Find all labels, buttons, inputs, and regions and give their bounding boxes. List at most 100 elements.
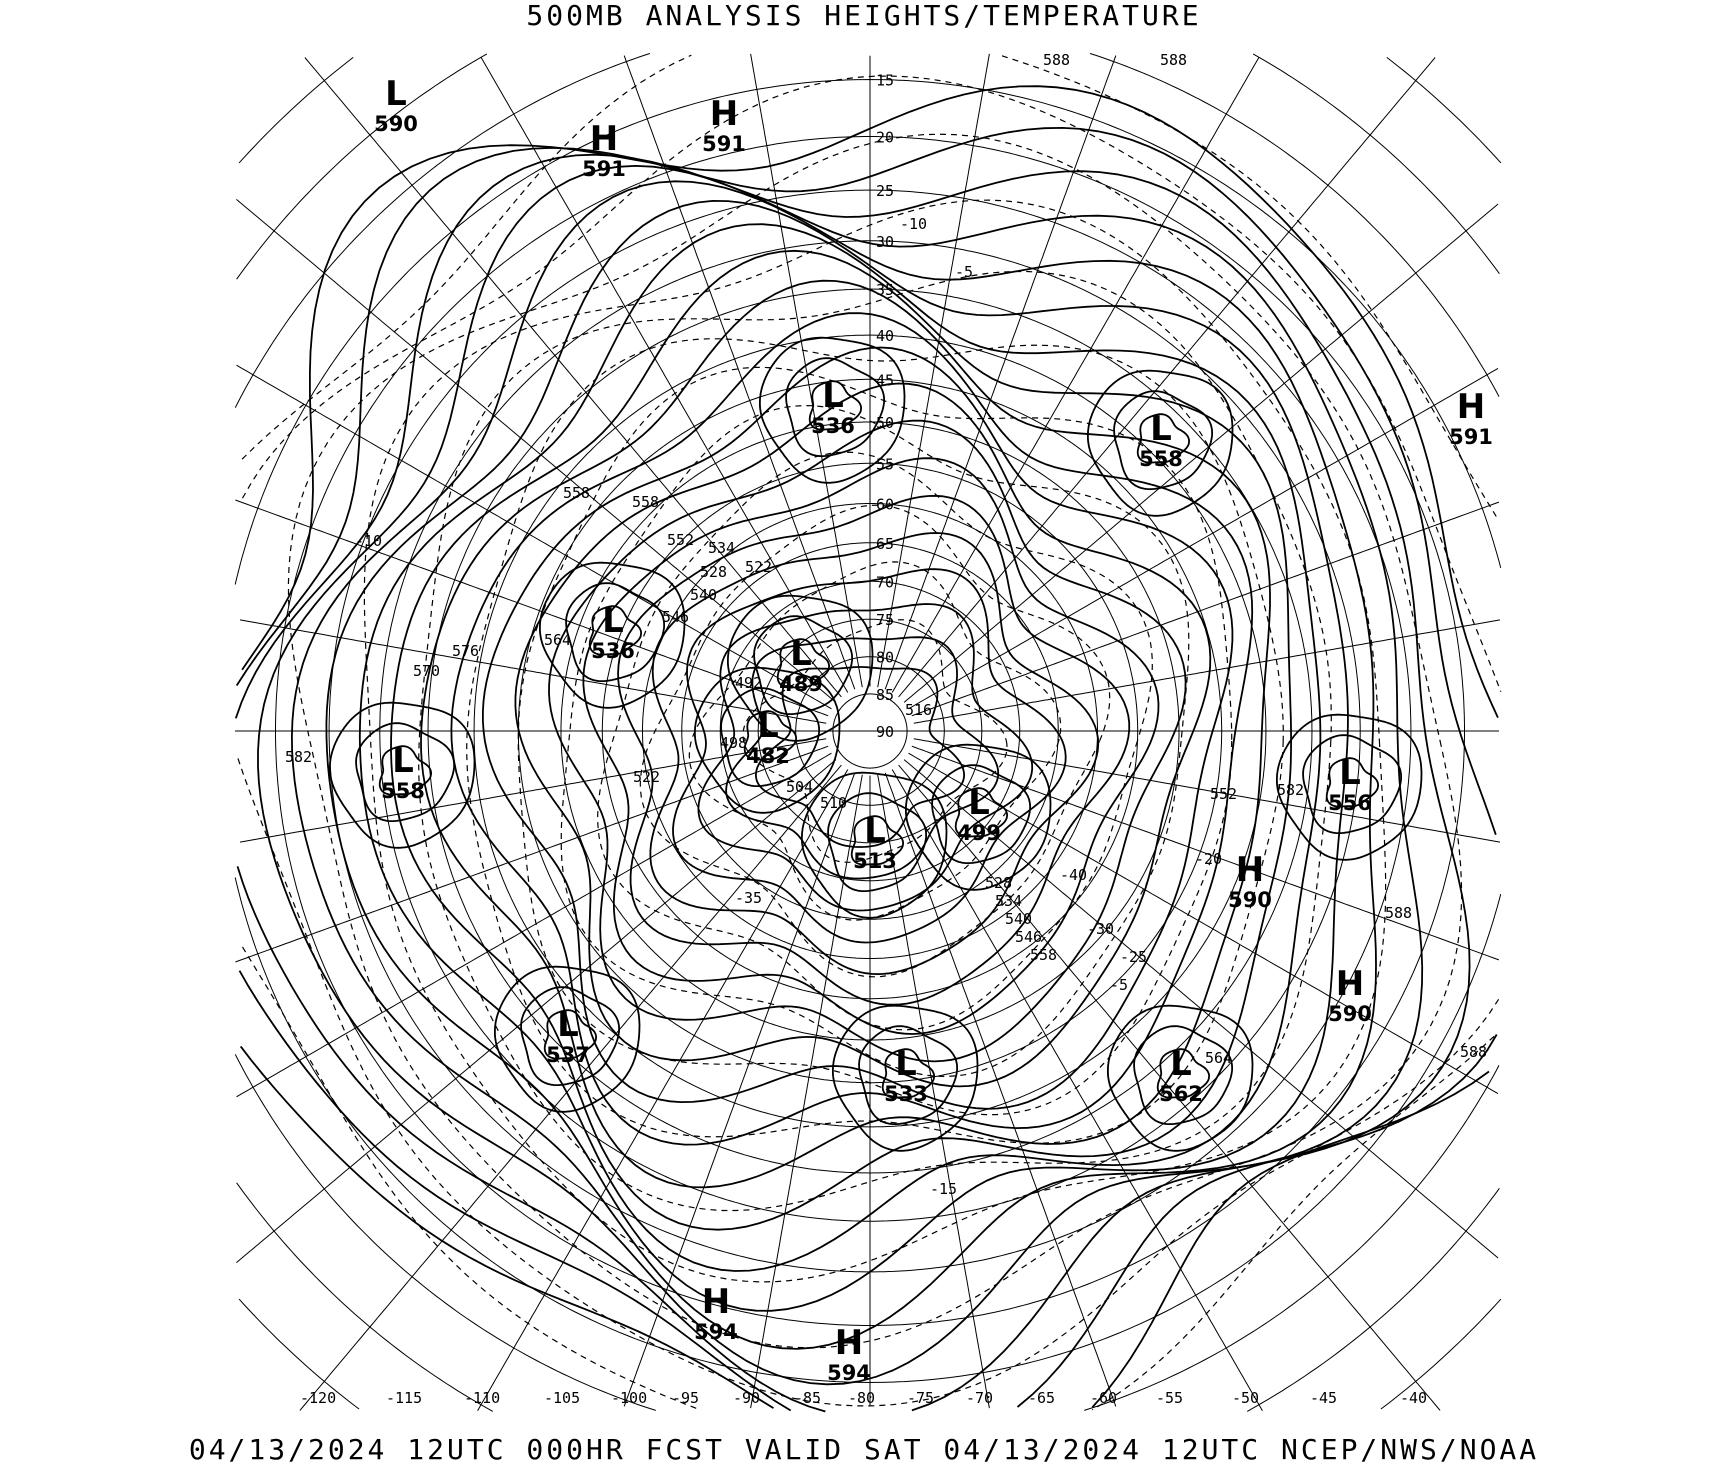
closed-low-contour xyxy=(881,1048,935,1099)
height-contour xyxy=(358,223,1322,1272)
latitude-circle xyxy=(234,78,1502,1384)
meridian-line xyxy=(908,367,1499,710)
contour-label: 588 xyxy=(1385,904,1412,922)
center-type-label: L xyxy=(790,634,812,674)
closed-low-contour xyxy=(727,594,874,742)
center-height-value: 556 xyxy=(1328,791,1372,815)
closed-low-contour xyxy=(588,605,642,656)
height-contour xyxy=(390,249,1293,1231)
contour-label: -35 xyxy=(735,889,762,907)
height-contour xyxy=(697,603,1034,912)
closed-low-contour xyxy=(759,336,906,484)
longitude-label: -100 xyxy=(611,1389,647,1407)
meridian-line xyxy=(898,57,1436,698)
height-contour xyxy=(754,666,966,848)
longitude-label: -55 xyxy=(1156,1389,1183,1407)
height-contour xyxy=(548,419,1187,1063)
closed-low-contour xyxy=(850,815,904,866)
height-contour xyxy=(672,568,1067,944)
latitude-label: 45 xyxy=(876,371,894,389)
contour-label: 546 xyxy=(662,608,689,626)
contour-label: -5 xyxy=(1110,976,1128,994)
center-height-value: 536 xyxy=(591,639,635,663)
height-contour xyxy=(514,382,1212,1088)
meridian-line xyxy=(903,759,1499,1259)
center-type-label: L xyxy=(1339,753,1361,793)
longitude-label: -85 xyxy=(794,1389,821,1407)
center-type-label: L xyxy=(757,706,779,746)
meridian-line xyxy=(480,57,849,693)
center-height-value: 591 xyxy=(1449,425,1493,449)
center-height-value: 590 xyxy=(1228,888,1272,912)
contour-label: 546 xyxy=(1015,928,1042,946)
center-height-value: 558 xyxy=(381,779,425,803)
center-height-value: 482 xyxy=(746,744,790,768)
closed-low-contour xyxy=(931,764,1031,864)
center-height-value: 513 xyxy=(853,849,897,873)
closed-low-contour xyxy=(1325,757,1379,808)
height-contour xyxy=(420,279,1271,1189)
contour-label: 558 xyxy=(563,484,590,502)
isotherm xyxy=(688,561,1062,921)
contour-label: 492 xyxy=(735,674,762,692)
center-height-value: 537 xyxy=(546,1043,590,1067)
center-height-value: 591 xyxy=(582,157,626,181)
contour-label: 510 xyxy=(820,794,847,812)
contour-label: 540 xyxy=(1005,910,1032,928)
contour-label: 564 xyxy=(1205,1049,1232,1067)
meridian-line xyxy=(884,55,1117,690)
contour-label: 504 xyxy=(786,778,813,796)
latitude-label: 25 xyxy=(876,182,894,200)
isotherm xyxy=(363,199,1387,1283)
center-type-label: L xyxy=(1170,1044,1192,1084)
closed-low-contour xyxy=(776,638,830,689)
longitude-label: -105 xyxy=(544,1389,580,1407)
meridian-line xyxy=(908,752,1499,1095)
latitude-circle xyxy=(234,53,1500,1411)
latitude-label: 30 xyxy=(876,233,894,251)
isotherm xyxy=(418,270,1332,1212)
isotherm xyxy=(287,133,1463,1349)
contour-label: -10 xyxy=(900,215,927,233)
closed-low-contour xyxy=(1107,1004,1254,1152)
meridian-line xyxy=(304,57,842,698)
meridian-line xyxy=(236,752,832,1098)
closed-low-contour xyxy=(1087,369,1234,517)
meridian-line xyxy=(239,738,827,843)
longitude-label: -90 xyxy=(733,1389,760,1407)
latitude-label: 70 xyxy=(876,573,894,591)
closed-low-contour xyxy=(1133,1025,1233,1125)
contour-label: 528 xyxy=(700,563,727,581)
isotherm xyxy=(560,404,1190,1078)
height-contour xyxy=(725,636,1000,880)
contour-label: 516 xyxy=(905,701,932,719)
center-height-value: 590 xyxy=(374,112,418,136)
longitude-label: -95 xyxy=(672,1389,699,1407)
center-height-value: 536 xyxy=(811,414,855,438)
longitude-labels: -120 -115 -110 -105 -100 -95 -90 -85 -80 -75 -70 -6… xyxy=(300,1389,1427,1407)
isotherm xyxy=(466,338,1284,1144)
center-height-value: 594 xyxy=(694,1320,738,1344)
closed-low-contour xyxy=(694,666,841,814)
latitude-label: 60 xyxy=(876,496,894,514)
center-type-label: H xyxy=(702,1282,730,1322)
center-type-label: L xyxy=(968,783,990,823)
valid-time-footer: 04/13/2024 12UTC 000HR FCST VALID SAT 04… xyxy=(188,1433,1540,1466)
meridian-line xyxy=(750,53,863,688)
closed-low-contour xyxy=(1113,390,1213,490)
center-type-label: H xyxy=(1336,964,1364,1004)
meridian-line xyxy=(235,499,829,717)
longitude-label: -50 xyxy=(1232,1389,1259,1407)
meridian-line xyxy=(891,57,1260,693)
center-type-label: H xyxy=(710,94,738,134)
